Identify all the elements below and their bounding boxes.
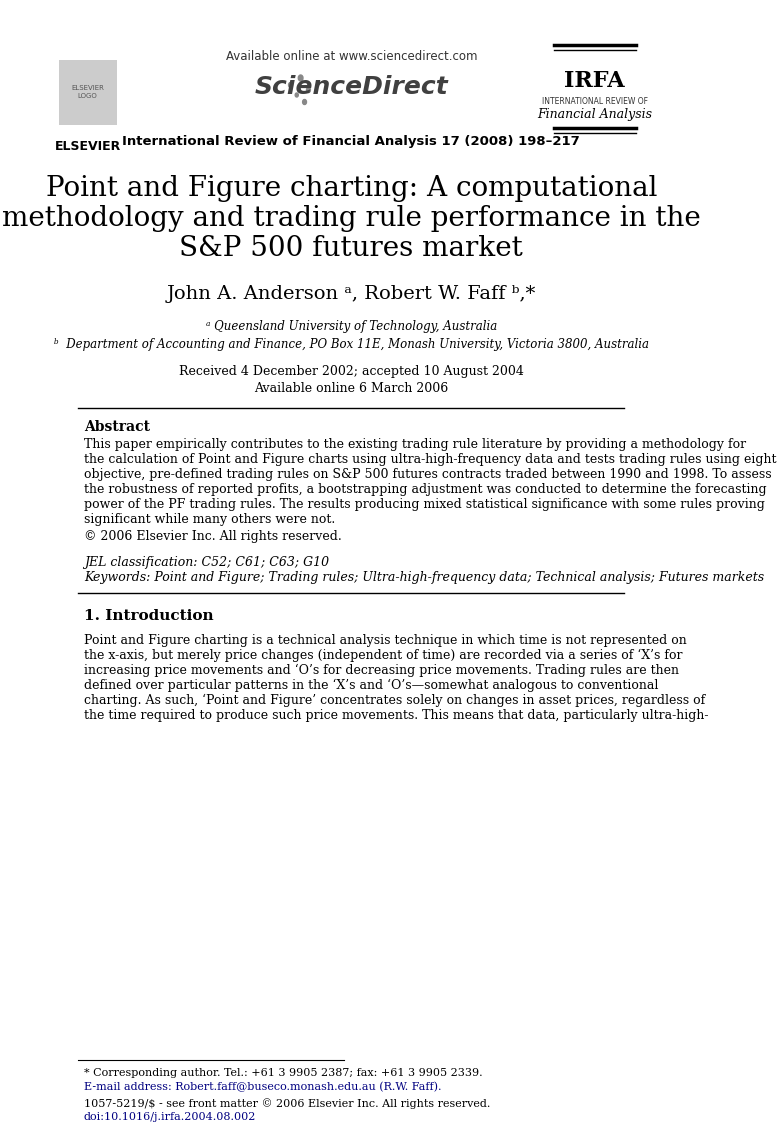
Text: ᵇ  Department of Accounting and Finance, PO Box 11E, Monash University, Victoria: ᵇ Department of Accounting and Finance, …	[54, 338, 649, 352]
Text: significant while many others were not.: significant while many others were not.	[83, 513, 335, 526]
Circle shape	[307, 87, 310, 93]
Text: ᵃ Queensland University of Technology, Australia: ᵃ Queensland University of Technology, A…	[206, 320, 497, 333]
Text: ScienceDirect: ScienceDirect	[254, 75, 448, 99]
Text: Point and Figure charting: A computational: Point and Figure charting: A computation…	[45, 175, 657, 202]
Text: power of the PF trading rules. The results producing mixed statistical significa: power of the PF trading rules. The resul…	[83, 498, 764, 511]
Text: ELSEVIER: ELSEVIER	[55, 139, 121, 153]
Text: Received 4 December 2002; accepted 10 August 2004: Received 4 December 2002; accepted 10 Au…	[179, 365, 524, 378]
Text: doi:10.1016/j.irfa.2004.08.002: doi:10.1016/j.irfa.2004.08.002	[83, 1112, 256, 1122]
Text: charting. As such, ‘Point and Figure’ concentrates solely on changes in asset pr: charting. As such, ‘Point and Figure’ co…	[83, 694, 705, 708]
Text: Keywords: Point and Figure; Trading rules; Ultra-high-frequency data; Technical : Keywords: Point and Figure; Trading rule…	[83, 572, 764, 584]
Text: the robustness of reported profits, a bootstrapping adjustment was conducted to : the robustness of reported profits, a bo…	[83, 483, 767, 496]
Text: IRFA: IRFA	[565, 70, 625, 92]
Text: Available online 6 March 2006: Available online 6 March 2006	[254, 382, 448, 395]
Circle shape	[289, 83, 292, 87]
Text: Abstract: Abstract	[83, 420, 150, 434]
Text: * Corresponding author. Tel.: +61 3 9905 2387; fax: +61 3 9905 2339.: * Corresponding author. Tel.: +61 3 9905…	[83, 1068, 482, 1078]
Text: objective, pre-defined trading rules on S&P 500 futures contracts traded between: objective, pre-defined trading rules on …	[83, 468, 771, 481]
Text: the time required to produce such price movements. This means that data, particu: the time required to produce such price …	[83, 709, 708, 722]
Text: This paper empirically contributes to the existing trading rule literature by pr: This paper empirically contributes to th…	[83, 438, 746, 451]
Text: Financial Analysis: Financial Analysis	[537, 108, 652, 121]
Text: INTERNATIONAL REVIEW OF: INTERNATIONAL REVIEW OF	[542, 98, 647, 105]
Text: JEL classification: C52; C61; C63; G10: JEL classification: C52; C61; C63; G10	[83, 556, 329, 569]
Circle shape	[298, 75, 303, 81]
Text: 1. Introduction: 1. Introduction	[83, 609, 214, 623]
Text: © 2006 Elsevier Inc. All rights reserved.: © 2006 Elsevier Inc. All rights reserved…	[83, 530, 342, 543]
Text: methodology and trading rule performance in the: methodology and trading rule performance…	[2, 205, 700, 232]
Text: ELSEVIER
LOGO: ELSEVIER LOGO	[71, 85, 104, 99]
Text: S&P 500 futures market: S&P 500 futures market	[179, 235, 523, 262]
Text: the x-axis, but merely price changes (independent of time) are recorded via a se: the x-axis, but merely price changes (in…	[83, 649, 682, 662]
Text: E-mail address: Robert.faff@buseco.monash.edu.au (R.W. Faff).: E-mail address: Robert.faff@buseco.monas…	[83, 1082, 441, 1092]
Text: International Review of Financial Analysis 17 (2008) 198–217: International Review of Financial Analys…	[122, 135, 580, 149]
Text: Point and Figure charting is a technical analysis technique in which time is not: Point and Figure charting is a technical…	[83, 634, 686, 648]
Text: increasing price movements and ‘O’s for decreasing price movements. Trading rule: increasing price movements and ‘O’s for …	[83, 665, 679, 677]
Text: defined over particular patterns in the ‘X’s and ‘O’s—somewhat analogous to conv: defined over particular patterns in the …	[83, 679, 658, 692]
Circle shape	[303, 100, 307, 104]
Text: John A. Anderson ᵃ, Robert W. Faff ᵇ,*: John A. Anderson ᵃ, Robert W. Faff ᵇ,*	[167, 285, 536, 303]
Circle shape	[295, 93, 298, 98]
Bar	[58, 60, 117, 125]
Text: 1057-5219/$ - see front matter © 2006 Elsevier Inc. All rights reserved.: 1057-5219/$ - see front matter © 2006 El…	[83, 1098, 490, 1109]
Text: the calculation of Point and Figure charts using ultra-high-frequency data and t: the calculation of Point and Figure char…	[83, 452, 776, 466]
Text: Available online at www.sciencedirect.com: Available online at www.sciencedirect.co…	[225, 50, 477, 64]
